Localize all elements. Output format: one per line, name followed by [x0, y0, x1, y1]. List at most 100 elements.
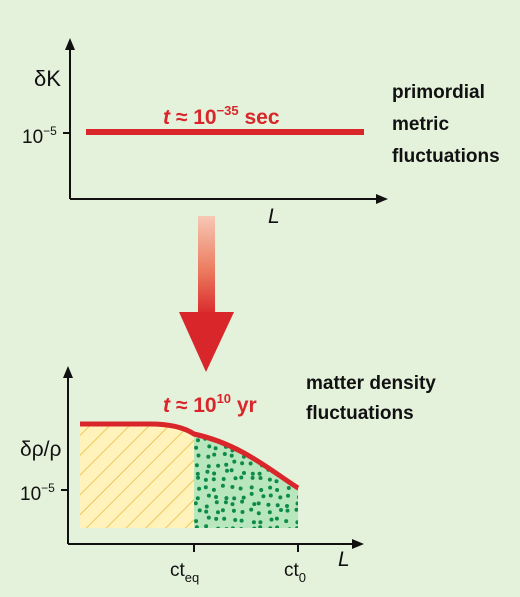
- texture-dot: [211, 487, 216, 492]
- x-tick-label-ct-0: ct0: [284, 560, 306, 585]
- texture-dot: [197, 508, 202, 513]
- texture-dot: [239, 475, 244, 480]
- texture-dot: [232, 459, 237, 464]
- texture-dot: [206, 493, 211, 498]
- texture-dot: [294, 444, 298, 449]
- texture-dot: [296, 452, 298, 457]
- top-y-tick-label: 10−5: [22, 124, 57, 148]
- texture-dot: [223, 500, 228, 505]
- texture-dot: [292, 464, 297, 469]
- texture-dot: [212, 471, 217, 476]
- top-y-axis-label: δK: [34, 66, 61, 91]
- texture-dot: [258, 525, 263, 528]
- matter-era-region-fill: [194, 434, 298, 528]
- texture-dot: [284, 452, 289, 457]
- texture-dot: [274, 461, 279, 466]
- texture-dot: [267, 445, 272, 450]
- texture-dot: [214, 495, 218, 499]
- texture-dot: [286, 493, 290, 498]
- top-caption: primordial metric fluctuations: [392, 82, 500, 167]
- texture-dot: [248, 461, 253, 466]
- texture-dot: [250, 435, 255, 440]
- texture-dot: [213, 446, 218, 451]
- texture-dot: [216, 526, 221, 528]
- texture-dot: [239, 527, 244, 528]
- texture-dot: [233, 518, 238, 522]
- bottom-y-axis-arrowhead: [63, 366, 73, 378]
- texture-dot: [231, 508, 236, 513]
- texture-dot: [256, 501, 261, 506]
- texture-dot: [279, 508, 283, 512]
- texture-dot: [286, 461, 291, 466]
- top-y-axis-arrowhead: [65, 38, 75, 50]
- texture-dot: [267, 477, 272, 482]
- texture-dot: [250, 471, 255, 476]
- top-caption-line: primordial: [392, 82, 485, 103]
- texture-dot: [194, 519, 199, 524]
- texture-dot: [284, 435, 289, 440]
- x-tick-label-ct-eq: cteq: [170, 560, 199, 585]
- texture-dot: [232, 437, 237, 442]
- bottom-x-axis-arrowhead: [352, 539, 364, 549]
- texture-dot: [240, 510, 245, 514]
- texture-dot: [205, 469, 210, 474]
- texture-dot: [278, 495, 283, 500]
- texture-dot: [195, 471, 200, 476]
- texture-dot: [206, 515, 211, 520]
- texture-dot: [295, 501, 298, 506]
- evolution-arrow-icon: [179, 216, 234, 372]
- texture-dot: [252, 502, 257, 507]
- texture-dot: [274, 479, 279, 484]
- bottom-y-tick-label: 10−5: [20, 481, 55, 505]
- texture-dot: [268, 485, 273, 490]
- texture-dot: [295, 526, 298, 528]
- texture-dot: [240, 461, 245, 466]
- texture-dot: [204, 509, 209, 514]
- texture-dot: [206, 454, 211, 459]
- texture-dot: [275, 488, 280, 492]
- texture-dot: [250, 475, 255, 480]
- texture-dot: [249, 507, 254, 512]
- texture-dot: [286, 486, 291, 490]
- texture-dot: [297, 440, 298, 445]
- texture-dot: [240, 499, 245, 504]
- texture-dot: [221, 477, 226, 481]
- texture-dot: [197, 486, 202, 491]
- texture-dot: [285, 508, 290, 513]
- radiation-era-region: [80, 424, 194, 528]
- texture-dot: [266, 502, 271, 507]
- density-curve: [80, 421, 300, 491]
- texture-dot: [256, 511, 261, 516]
- texture-dot: [230, 485, 235, 489]
- texture-dot: [275, 503, 280, 508]
- texture-dot: [212, 452, 217, 457]
- bottom-caption: matter density fluctuations: [306, 373, 436, 424]
- top-x-axis-label: L: [268, 205, 280, 228]
- texture-dot: [268, 436, 273, 441]
- texture-dot: [269, 517, 274, 522]
- texture-dot: [267, 455, 272, 460]
- texture-dot: [258, 476, 263, 480]
- texture-dot: [249, 485, 254, 490]
- top-time-label: t ≈ 10−35 sec: [163, 103, 280, 129]
- texture-dot: [261, 494, 266, 499]
- top-caption-line: fluctuations: [392, 146, 500, 167]
- texture-dot: [296, 495, 298, 500]
- texture-dot: [224, 496, 229, 501]
- texture-dot: [276, 453, 281, 458]
- texture-dot: [257, 447, 262, 452]
- texture-dot: [194, 501, 198, 506]
- texture-dot: [204, 504, 209, 509]
- texture-dot: [220, 483, 225, 488]
- bottom-caption-line: matter density: [306, 373, 436, 394]
- texture-dot: [216, 510, 220, 515]
- texture-dot: [195, 496, 200, 501]
- texture-dot: [204, 524, 209, 528]
- texture-dot: [214, 516, 219, 521]
- texture-dot: [274, 448, 279, 453]
- top-panel: δK L 10−5 t ≈ 10−35 sec primordial metri…: [22, 38, 500, 228]
- texture-dot: [252, 526, 257, 528]
- texture-dot: [259, 488, 264, 492]
